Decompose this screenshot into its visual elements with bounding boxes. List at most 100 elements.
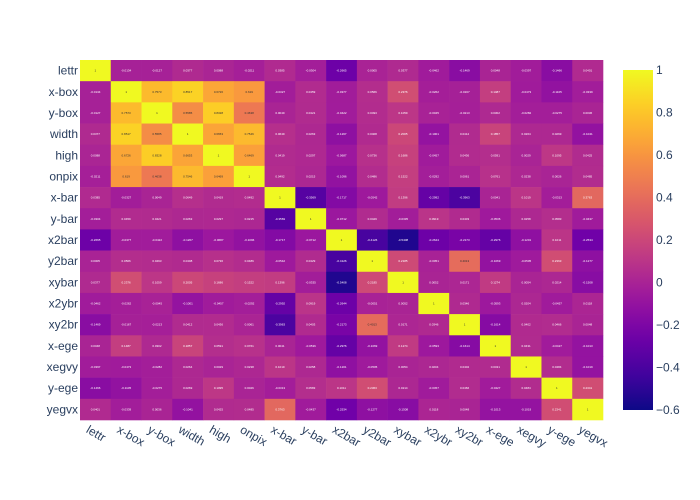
heatmap-cell-x2bar-lettr	[80, 229, 112, 251]
heatmap-cell-value: 0.0215	[245, 217, 255, 221]
heatmap-cell-x2ybr-x2ybr	[418, 292, 450, 315]
heatmap-cell-value: 0.0048	[583, 323, 593, 327]
heatmap-cell-value: 0.1019	[275, 365, 285, 369]
heatmap-cell-lettr-x-ege	[479, 60, 511, 82]
heatmap-cell-xy2br-x2ybr	[418, 314, 450, 336]
heatmap-cell-x2ybr-xy2br	[449, 292, 481, 315]
heatmap-cell-width-yegvx	[572, 123, 604, 146]
heatmap-cell-value: -0.1614	[459, 344, 470, 348]
heatmap-cell-y-box-y2bar	[356, 102, 388, 124]
heatmap-cell-value: 0.0919	[306, 302, 316, 306]
heatmap-cell-xegvy-x-ege	[479, 356, 511, 378]
heatmap-cell-value: 1	[310, 217, 312, 221]
heatmap-cell-value: 0.1857	[491, 132, 501, 136]
heatmap-cell-onpix-x-ege	[479, 165, 511, 188]
heatmap-cell-onpix-yegvx	[572, 165, 604, 188]
heatmap-cell-value: 0.0403	[306, 323, 316, 327]
colorbar-tick-label: 1	[656, 63, 663, 77]
heatmap-cell-y-ege-onpix	[233, 377, 265, 400]
heatmap-cell-value: 0.0036	[583, 111, 593, 115]
heatmap-cell-x-box-xybar	[387, 81, 419, 103]
heatmap-cell-value: 0.1095	[214, 386, 224, 390]
heatmap-cell-value: -0.0134	[121, 69, 132, 73]
heatmap-cell-y-ege-xegvy	[510, 377, 542, 400]
heatmap-cell-x-ege-x2ybr	[418, 335, 450, 357]
heatmap-cell-value: -0.0167	[121, 323, 132, 327]
heatmap-cell-value: -0.1096	[244, 238, 255, 242]
heatmap-cell-value: 1	[279, 196, 281, 200]
heatmap-cell-x-bar-width	[172, 187, 204, 209]
heatmap-cell-xy2br-lettr	[80, 314, 112, 336]
heatmap-cell-value: -0.1096	[336, 174, 347, 178]
heatmap-cell-xy2br-xybar	[387, 314, 419, 336]
heatmap-cell-value: 0.0919	[429, 217, 439, 221]
heatmap-cell-value: 1	[464, 323, 466, 327]
heatmap-cell-value: 0.0377	[91, 132, 101, 136]
heatmap-cell-y-box-x2bar	[326, 102, 358, 124]
colorbar-tick-label: 0.6	[656, 148, 673, 162]
heatmap-cell-value: 0.0431	[491, 365, 501, 369]
heatmap-cell-value: -0.1019	[583, 365, 594, 369]
heatmap-cell-value: 0.0419	[275, 153, 285, 157]
heatmap-cell-value: -0.1001	[429, 132, 440, 136]
y-tick-label-width: width	[49, 127, 78, 141]
heatmap-cell-value: -0.1466	[90, 386, 101, 390]
heatmap-cell-value: 0.7546	[245, 132, 255, 136]
heatmap-cell-y-ege-x-ege	[479, 377, 511, 400]
heatmap-cell-value: 0.0421	[152, 217, 162, 221]
heatmap-cell-xegvy-y-box	[141, 356, 173, 378]
heatmap-cell-value: -0.0473	[521, 90, 532, 94]
heatmap-cell-value: -0.0051	[367, 302, 378, 306]
x-tick-label-lettr: lettr	[84, 422, 108, 444]
x-tick-label-y-box: y-box	[145, 422, 177, 449]
heatmap-cell-x-bar-x-box	[110, 187, 142, 209]
heatmap-cell-value: 0.4013	[460, 259, 470, 263]
heatmap-cell-value: 0.0377	[91, 280, 101, 284]
heatmap-cell-lettr-onpix	[233, 60, 265, 82]
heatmap-cell-value: -0.0457	[213, 302, 224, 306]
heatmap-cell-value: 0.0005	[91, 259, 101, 263]
heatmap-cell-value: 0.4013	[368, 323, 378, 327]
heatmap-cell-onpix-x2bar	[326, 165, 358, 188]
heatmap-cell-value: -0.0462	[429, 69, 440, 73]
heatmap-cell-value: 1	[556, 386, 558, 390]
heatmap-cell-value: 0.0466	[460, 386, 470, 390]
heatmap-cell-y-box-onpix	[233, 102, 265, 124]
heatmap-cell-value: -0.1508	[583, 280, 594, 284]
heatmap-cell-value: -0.0211	[90, 174, 100, 178]
heatmap-cell-value: 0.0026	[245, 386, 255, 390]
heatmap-cell-x-ege-lettr	[80, 335, 112, 357]
heatmap-cell-x-box-lettr	[80, 81, 112, 103]
heatmap-cell-x-ege-x-bar	[264, 335, 296, 357]
heatmap-cell-value: -0.0462	[90, 302, 101, 306]
heatmap-cell-x2ybr-xybar	[387, 292, 419, 315]
heatmap-cell-value: 0.2341	[583, 386, 593, 390]
heatmap-cell-xybar-xegvy	[510, 271, 542, 294]
heatmap-cell-value: 0.2363	[368, 386, 378, 390]
heatmap-cell-xegvy-lettr	[80, 356, 112, 378]
heatmap-cell-value: 1	[125, 90, 127, 94]
heatmap-cell-value: -0.0457	[429, 153, 440, 157]
y-tick-label-x2bar: x2bar	[48, 233, 78, 247]
heatmap-cell-x-ege-xy2br	[449, 335, 481, 357]
heatmap-cell-xegvy-high	[203, 356, 235, 378]
heatmap-cell-value: 0.1059	[152, 280, 162, 284]
heatmap-cell-lettr-xy2br	[449, 60, 481, 82]
heatmap-cell-yegvx-y-box	[141, 398, 173, 421]
heatmap-cell-value: -0.0712	[336, 217, 347, 221]
heatmap-cell-width-onpix	[233, 123, 265, 146]
heatmap-cell-value: 0.1487	[491, 90, 501, 94]
heatmap-cell-xy2br-y-ege	[541, 314, 573, 336]
heatmap-cell-y-ege-xy2br	[449, 377, 481, 400]
heatmap-cell-value: 0.0403	[460, 217, 470, 221]
heatmap-cell-xy2br-y-box	[141, 314, 173, 336]
heatmap-cell-yegvx-high	[203, 398, 235, 421]
heatmap-cell-xybar-x-bar	[264, 271, 296, 294]
heatmap-cell-yegvx-yegvx	[572, 398, 604, 421]
heatmap-cell-value: 0.0052	[429, 280, 439, 284]
heatmap-cell-value: 0.1274	[398, 344, 408, 348]
heatmap-cell-yegvx-y-ege	[541, 398, 573, 421]
heatmap-cell-x-ege-high	[203, 335, 235, 357]
heatmap-cell-value: 0.0052	[398, 302, 408, 306]
heatmap-cell-value: -0.0327	[121, 196, 132, 200]
